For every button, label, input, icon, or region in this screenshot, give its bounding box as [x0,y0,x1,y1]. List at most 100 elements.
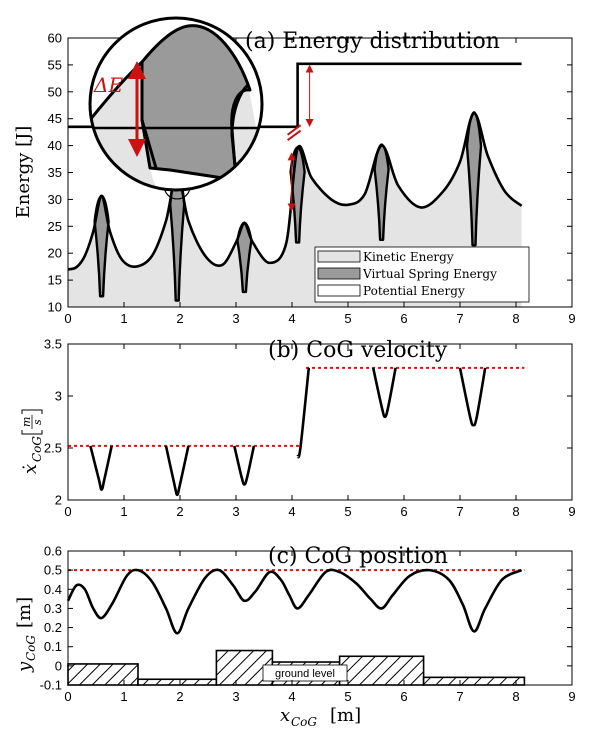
position-ytick-label: 0.5 [44,563,62,578]
energy-ylabel: Energy [J] [13,126,34,219]
velocity-xtick-label: 4 [288,504,295,519]
velocity-xtick-label: 2 [176,504,183,519]
energy-xtick-label: 8 [512,311,519,326]
position-ytick-label: 0.4 [44,582,62,597]
velocity-curve [89,445,113,491]
position-plot-frame [67,550,573,686]
position-ytick-label: 0.2 [44,620,62,635]
velocity-ticks: 0 1 2 3 4 5 6 7 8 9 2 2.5 3 3.5 [44,337,576,520]
zoom-outline [88,16,264,192]
position-title: (c) CoG position [268,544,448,569]
energy-xtick-label: 5 [344,311,351,326]
position-xtick-label: 9 [568,689,575,704]
energy-xtick-label: 4 [288,311,295,326]
energy-ytick-label: 25 [48,219,62,234]
position-ytick-label: 0 [55,658,62,673]
energy-ytick-label: 20 [48,246,62,261]
velocity-ylabel-unit-num: m [20,417,33,427]
velocity-curve [164,445,190,497]
legend-swatch-spring [317,267,361,280]
velocity-ylabel-bracket-left [21,430,43,435]
kinetic-energy-curve [67,112,523,271]
velocity-xtick-label: 9 [568,504,575,519]
velocity-plot-frame [67,343,573,501]
velocity-ylabel-unit-den: s [31,419,44,425]
energy-ytick-label: 50 [48,84,62,99]
energy-xtick-label: 7 [456,311,463,326]
position-xtick-label: 7 [456,689,463,704]
velocity-ylabel: ẋ CoG m s [20,409,44,474]
velocity-ytick-label: 2.5 [44,441,62,456]
energy-ytick-label: 10 [48,300,62,315]
velocity-curve [296,367,311,459]
position-ylabel-symbol: y [14,661,35,673]
legend-swatch-kinetic [317,250,361,263]
position-chart: ground level 0 1 2 3 4 5 6 7 8 9-0.100.10.20.30.4… [14,544,576,730]
velocity-xtick-label: 6 [400,504,407,519]
position-ticks: 0 1 2 3 4 5 6 7 8 9-0.100.10.20.30.40.50.6 [40,544,576,705]
energy-xtick-label: 9 [568,311,575,326]
velocity-curve [371,367,397,419]
velocity-curve [458,367,487,427]
velocity-xtick-label: 8 [512,504,519,519]
position-xtick-label: 0 [64,689,71,704]
position-ytick-label: 0.6 [44,544,62,559]
velocity-xtick-label: 5 [344,504,351,519]
ground-segment [422,676,526,686]
ground-label: ground level [275,668,335,680]
velocity-ylabel-bracket-right [21,409,43,414]
energy-xtick-label: 6 [400,311,407,326]
velocity-chart: 0 1 2 3 4 5 6 7 8 9 2 2.5 3 3.5 (b) CoG velocity ẋ Co… [20,337,576,520]
velocity-xtick-label: 0 [64,504,71,519]
velocity-ylabel-brackets [21,409,43,435]
energy-ytick-label: 15 [48,273,62,288]
position-xlabel-symbol: x [280,705,290,726]
velocity-ytick-label: 2 [55,493,62,508]
position-xlabel-unit: [m] [330,705,361,726]
ground-segment [67,663,139,686]
position-xtick-label: 5 [344,689,351,704]
position-xtick-label: 6 [400,689,407,704]
velocity-xtick-label: 7 [456,504,463,519]
velocity-ylabel-subscript: CoG [30,436,44,462]
legend-label-spring: Virtual Spring Energy [362,267,497,281]
zoom-curve-right [230,83,250,176]
legend-swatch-potential [317,284,361,297]
velocity-ytick-label: 3.5 [44,337,62,352]
position-curves [66,568,525,635]
position-xtick-label: 8 [512,689,519,704]
position-ylabel-unit: [m] [14,597,35,628]
legend-label-kinetic: Kinetic Energy [363,250,454,264]
position-ylabel: y CoG [m] [14,597,38,673]
ground-segment [137,678,218,686]
position-ytick-label: 0.3 [44,601,62,616]
energy-xtick-label: 2 [176,311,183,326]
position-ytick-label: -0.1 [40,678,62,693]
delta-e-label: ΔE [93,73,123,97]
energy-xtick-label: 3 [232,311,239,326]
position-ylabel-subscript: CoG [24,635,38,661]
position-xlabel: x CoG [m] [280,705,361,729]
energy-ytick-label: 45 [48,111,62,126]
energy-annotations [287,64,314,212]
position-ytick-label: 0.1 [44,639,62,654]
energy-legend: Kinetic Energy Virtual Spring Energy Pot… [314,246,530,303]
velocity-curve [233,445,256,486]
velocity-xtick-label: 1 [120,504,127,519]
velocity-xtick-label: 3 [232,504,239,519]
energy-title: (a) Energy distribution [245,29,500,54]
position-xlabel-subscript: CoG [291,715,317,729]
energy-ytick-label: 60 [48,31,62,46]
energy-ytick-label: 30 [48,192,62,207]
energy-ytick-label: 35 [48,165,62,180]
position-curve [66,568,523,635]
position-xtick-label: 4 [288,689,295,704]
velocity-title: (b) CoG velocity [268,338,448,363]
velocity-ytick-label: 3 [55,389,62,404]
break-mark [287,124,302,136]
energy-xtick-label: 1 [120,311,127,326]
position-xtick-label: 1 [120,689,127,704]
